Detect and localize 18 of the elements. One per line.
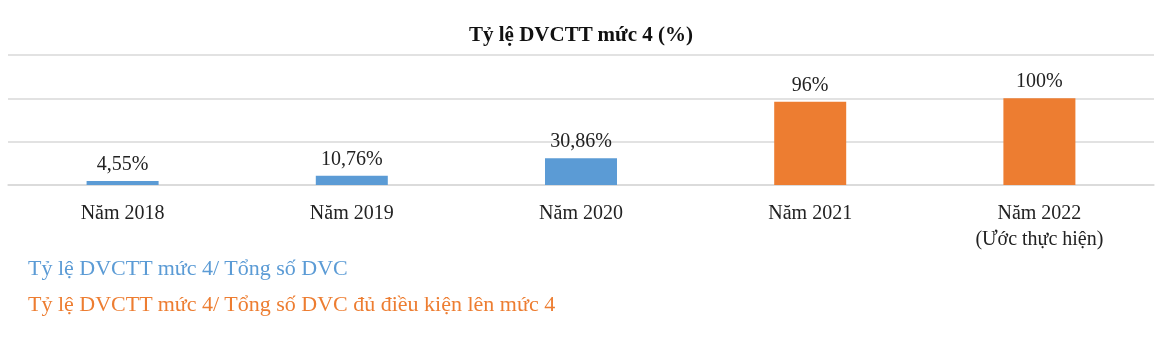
x-tick-label: Năm 2021 <box>768 201 853 223</box>
bar <box>315 175 388 185</box>
data-label: 10,76% <box>320 146 383 169</box>
text: Tỷ lệ DVCTT mức 4/ Tổng số DVC <box>28 254 348 280</box>
bar <box>86 181 159 185</box>
x-tick-label: Năm 2020 <box>539 201 623 223</box>
data-label: 96% <box>791 72 829 95</box>
bar <box>545 158 617 185</box>
x-tick-label: Năm 2018 <box>80 201 165 223</box>
data-label: 30,86% <box>550 129 612 152</box>
chart-title: Tỷ lệ DVCTT mức 4 (%) <box>469 21 693 46</box>
text: Tỷ lệ DVCTT mức 4/ Tổng số DVC đủ điều kiện lên mức 4 <box>28 290 556 316</box>
data-label: 4,55% <box>96 152 149 175</box>
data-label: 100% <box>1016 69 1063 92</box>
bar <box>774 101 847 185</box>
x-tick-label: Năm 2019 <box>309 201 394 223</box>
x-tick-label: Năm 2022 (Ước thực hiện) <box>975 201 1104 250</box>
bar <box>1003 98 1076 185</box>
